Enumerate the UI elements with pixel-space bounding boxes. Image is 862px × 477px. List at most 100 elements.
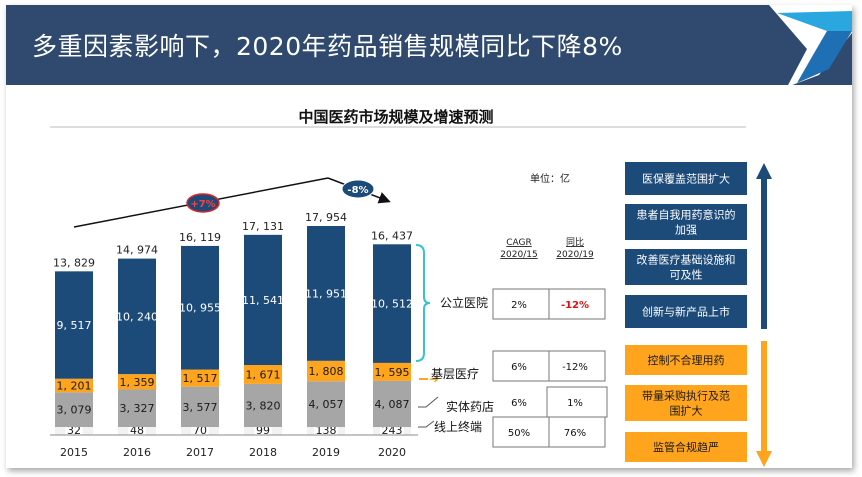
chart-title: 中国医药市场规模及增速预测: [298, 108, 493, 126]
bar-segment: [307, 225, 345, 361]
up-arrow-shaft: [761, 177, 767, 329]
driver-up-box: [625, 162, 747, 195]
total-label: 16, 437: [371, 229, 413, 242]
segment-label: 公立医院: [440, 295, 488, 310]
driver-down-box: [625, 385, 747, 421]
segment-label: 线上终端: [434, 419, 482, 434]
value-label: 70: [193, 424, 207, 437]
cagr-value: 6%: [511, 398, 527, 409]
total-label: 16, 119: [179, 231, 221, 244]
bar-segment: [118, 258, 156, 375]
driver-up-text: 改善医疗基础设施和: [637, 253, 736, 267]
total-label: 17, 131: [242, 220, 284, 233]
value-label-background: [380, 425, 404, 436]
table-cell: [492, 350, 550, 382]
x-tick-label: 2019: [312, 446, 340, 459]
yoy-value: 76%: [564, 428, 586, 439]
bar-segment: [181, 369, 219, 387]
value-label-background: [128, 425, 146, 436]
value-label: 4, 087: [375, 398, 410, 411]
value-label: 48: [130, 424, 144, 437]
table-cell: [548, 350, 606, 382]
driver-down-text: 围扩大: [670, 404, 703, 418]
value-label-background: [254, 425, 272, 436]
x-tick-label: 2017: [186, 446, 214, 459]
market-chart: 中国医药市场规模及增速预测 32 3, 079 1, 201 9, 517 13, 829…: [50, 108, 772, 467]
bar-segment: [55, 378, 93, 393]
online-pointer: [418, 420, 435, 428]
bar-segment: [55, 271, 93, 379]
value-label: 3, 079: [57, 404, 92, 417]
value-label: 1, 808: [309, 365, 344, 378]
public-hospital-bracket: [415, 244, 431, 362]
bar-segment: [373, 244, 411, 363]
value-label: 11, 951: [305, 287, 347, 300]
table-cell: [546, 386, 608, 418]
value-label: 99: [256, 424, 270, 437]
bar-segment: [307, 381, 345, 427]
table-header: 2020/15: [500, 250, 537, 260]
value-label: 243: [382, 424, 403, 437]
bar-segment: [55, 392, 93, 427]
cagr-value: 50%: [508, 428, 530, 439]
value-label: 3, 327: [120, 402, 155, 415]
value-label: 1, 517: [183, 372, 218, 385]
driver-up-text: 加强: [675, 224, 697, 237]
trend-badge-text: -8%: [347, 185, 368, 196]
driver-down-text: 控制不合理用药: [648, 353, 725, 367]
yoy-value: -12%: [561, 300, 589, 311]
down-arrow-head: [756, 451, 772, 467]
value-label: 1, 671: [246, 368, 281, 381]
bar-segment: [373, 380, 411, 427]
total-label: 13, 829: [53, 256, 95, 269]
driver-up-box: [625, 295, 747, 328]
driver-down-box: [625, 345, 747, 375]
table-cell: [492, 288, 550, 320]
value-label: 11, 541: [242, 294, 284, 307]
value-label: 138: [316, 424, 337, 437]
slide: 多重因素影响下，2020年药品销售规模同比下降8% 中国医药市场规模及增速预测 3…: [6, 5, 852, 468]
page-title: 多重因素影响下，2020年药品销售规模同比下降8%: [32, 32, 623, 61]
corner-logo-decoration: [769, 5, 852, 87]
x-tick-label: 2020: [378, 446, 406, 459]
bar-segment: [244, 365, 282, 384]
unit-label: 单位：亿: [530, 172, 570, 185]
yoy-value: 1%: [567, 398, 583, 409]
pharmacy-pointer: [418, 396, 439, 408]
driver-up-text: 创新与新产品上市: [642, 305, 730, 319]
value-label: 3, 820: [246, 399, 281, 412]
value-label-background: [191, 425, 209, 436]
table-cell: [548, 416, 606, 448]
value-label: 9, 517: [57, 319, 92, 332]
value-label-background: [314, 425, 338, 436]
driver-up-text: 医保覆盖范围扩大: [642, 172, 730, 186]
bar-segment: [373, 362, 411, 381]
value-label: 10, 240: [116, 310, 158, 323]
bar-segment: [118, 389, 156, 427]
value-label: 10, 955: [179, 302, 221, 315]
pointer-arrow-icon: ➜: [429, 372, 439, 386]
driver-up-text: 可及性: [670, 268, 703, 282]
bar-segment: [181, 245, 219, 370]
value-label: 32: [67, 424, 81, 437]
cagr-value: 6%: [511, 362, 527, 373]
value-label: 1, 595: [375, 366, 410, 379]
table-cell: [548, 288, 606, 320]
bar-segment: [118, 374, 156, 390]
trend-badge-text: +7%: [190, 199, 215, 210]
segment-label: 基层医疗: [431, 367, 479, 381]
bar-segment: [307, 360, 345, 382]
value-label: 1, 359: [120, 376, 155, 389]
driver-down-box: [625, 432, 747, 462]
x-tick-label: 2015: [60, 446, 88, 459]
value-label: 1, 201: [57, 379, 92, 392]
x-tick-label: 2016: [123, 446, 151, 459]
value-label: 3, 577: [183, 401, 218, 414]
up-arrow-head: [756, 163, 772, 179]
segment-label: 实体药店: [446, 399, 494, 414]
driver-down-text: 带量采购执行及范: [642, 389, 730, 403]
table-header: CAGR: [506, 238, 532, 248]
value-label: 4, 057: [309, 398, 344, 411]
driver-up-text: 患者自我用药意识的: [637, 208, 736, 222]
table-header: 同比: [566, 236, 584, 248]
